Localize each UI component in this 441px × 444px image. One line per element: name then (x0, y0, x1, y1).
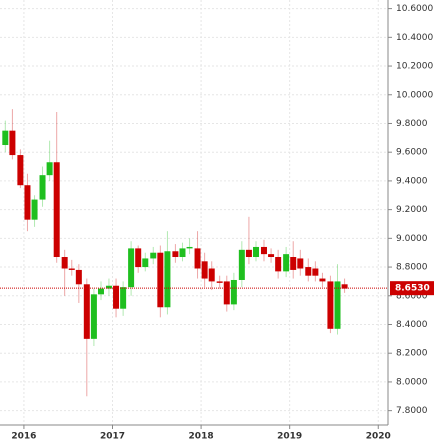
candle-body (128, 248, 135, 288)
y-tick-label: 9.2000 (396, 205, 428, 215)
y-tick-label: 9.0000 (396, 234, 428, 244)
candle-body (327, 281, 334, 329)
candle-body (9, 130, 16, 156)
candle-body (164, 251, 171, 308)
y-tick-label: 9.4000 (396, 176, 428, 186)
candle-body (150, 252, 157, 259)
candle-body (305, 267, 312, 276)
candle-body (61, 257, 68, 269)
candle-body (283, 254, 290, 272)
candle-body (312, 268, 319, 276)
x-tick-label: 2018 (189, 432, 214, 442)
current-price-box (390, 281, 434, 296)
candle-body (230, 279, 237, 305)
x-tick-label: 2017 (100, 432, 125, 442)
candle-body (120, 287, 127, 309)
candle-body (297, 258, 304, 269)
x-tick-label: 2019 (277, 432, 302, 442)
candle-body (142, 258, 149, 268)
candle-body (208, 268, 215, 282)
candle-body (105, 285, 112, 289)
candle-body (223, 281, 230, 305)
candle-body (260, 246, 267, 255)
y-tick-label: 8.0000 (396, 377, 428, 387)
y-tick-label: 9.8000 (396, 119, 428, 129)
candle-body (53, 162, 60, 258)
candle-body (275, 257, 282, 272)
candle-body (245, 249, 252, 258)
candle-body (186, 246, 193, 249)
candle-body (290, 257, 297, 270)
x-tick-label: 2016 (11, 432, 36, 442)
candle-body (113, 285, 120, 309)
y-tick-label: 10.0000 (396, 90, 433, 100)
y-tick-label: 10.6000 (396, 4, 433, 14)
candle-body (341, 284, 348, 289)
current-price-label: 8.6530 (395, 284, 430, 294)
candle-body (238, 249, 245, 280)
y-tick-label: 10.2000 (396, 62, 433, 72)
candle-body (24, 185, 31, 220)
y-tick-label: 8.4000 (396, 320, 428, 330)
candle-body (2, 130, 9, 146)
candle-body (90, 294, 97, 339)
candle-body (334, 281, 341, 329)
candle-body (319, 278, 326, 282)
y-tick-label: 9.6000 (396, 148, 428, 158)
candle-body (179, 248, 186, 258)
candle-body (216, 281, 223, 283)
candle-body (172, 251, 179, 258)
candle-body (31, 199, 38, 220)
candle-body (68, 268, 75, 270)
candle-body (46, 162, 53, 176)
y-tick-label: 8.8000 (396, 263, 428, 273)
y-tick-label: 8.6000 (396, 291, 428, 301)
x-tick-label: 2020 (366, 432, 391, 442)
candle-body (201, 261, 208, 279)
candle-body (157, 252, 164, 308)
candle-body (268, 254, 275, 258)
candle-body (194, 248, 201, 269)
candle-body (253, 246, 260, 258)
candle-body (97, 288, 104, 295)
y-tick-label: 8.2000 (396, 349, 428, 359)
candle-body (17, 155, 24, 186)
y-tick-label: 10.4000 (396, 33, 433, 43)
candle-body (75, 269, 82, 285)
candle-body (39, 175, 46, 200)
candle-body (83, 284, 90, 339)
candle-body (135, 248, 142, 268)
y-tick-label: 7.8000 (396, 406, 428, 416)
